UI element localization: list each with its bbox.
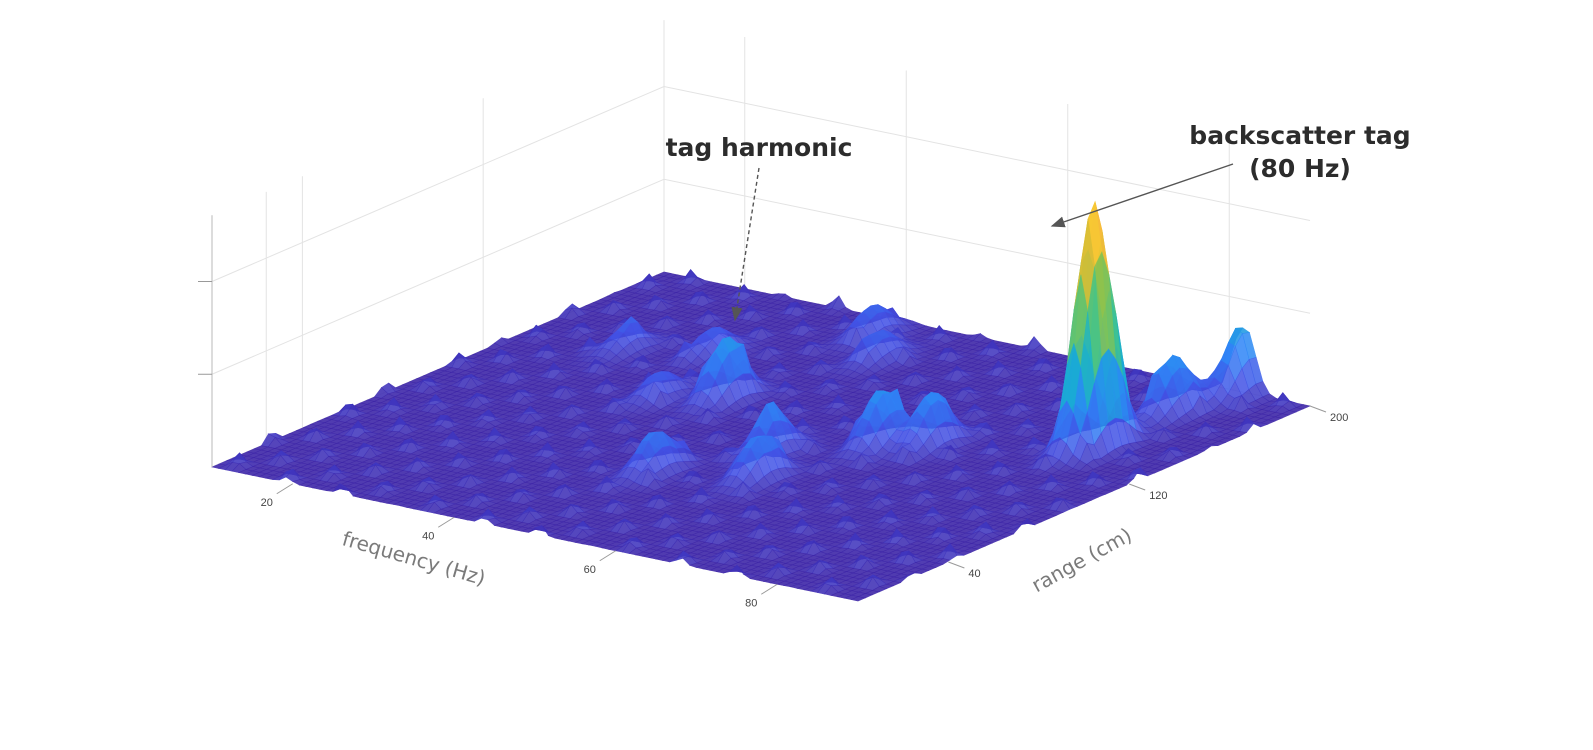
z-gridline	[211, 85, 1311, 282]
surface-mesh	[210, 200, 1312, 602]
